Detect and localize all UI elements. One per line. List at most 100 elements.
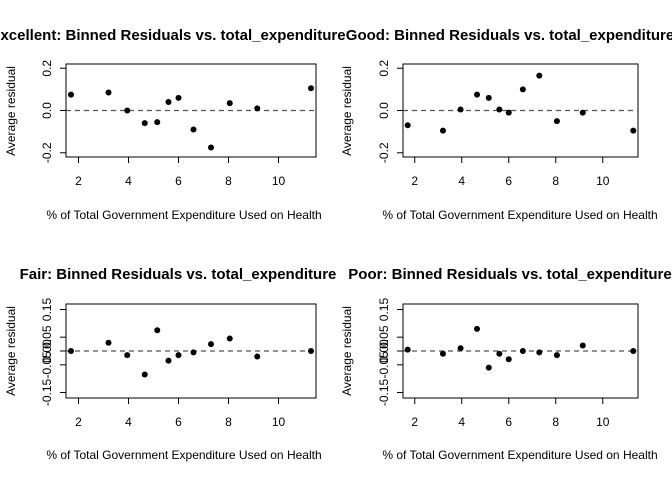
y-axis-label: Average residual (4, 66, 18, 156)
data-point (68, 91, 74, 98)
data-point (505, 356, 512, 363)
x-tick-label: 4 (458, 415, 465, 429)
x-tick-label: 6 (505, 174, 512, 188)
y-axis-label: Average residual (340, 66, 354, 156)
x-axis-label: % of Total Government Expenditure Used o… (382, 208, 657, 222)
x-tick-label: 4 (125, 174, 132, 188)
x-tick-label: 10 (272, 415, 286, 429)
x-tick-label: 10 (596, 415, 610, 429)
x-tick-label: 6 (175, 174, 182, 188)
data-point (485, 94, 492, 101)
data-point (457, 345, 464, 352)
chart-title: Good: Binned Residuals vs. total_expendi… (346, 27, 672, 44)
y-tick-label: 0.00 (377, 339, 391, 363)
data-point (579, 109, 586, 116)
y-tick-label: -0.05 (40, 351, 54, 379)
data-point (630, 127, 637, 134)
data-point (496, 350, 503, 357)
panel-2: Good: Binned Residuals vs. total_expendi… (340, 27, 672, 222)
y-tick-label: 0.2 (377, 60, 391, 77)
y-axis-label: Average residual (4, 306, 18, 396)
x-tick-label: 10 (596, 174, 610, 188)
data-point (208, 341, 214, 348)
y-tick-label: 0.0 (40, 102, 54, 119)
x-axis-label: % of Total Government Expenditure Used o… (46, 208, 321, 222)
data-point (254, 353, 261, 360)
panel-4: Poor: Binned Residuals vs. total_expendi… (340, 266, 672, 462)
data-point (474, 325, 481, 332)
data-point (141, 120, 148, 127)
x-tick-label: 8 (225, 174, 232, 188)
panel-1: Excellent: Binned Residuals vs. total_ex… (0, 27, 346, 222)
chart-title: Poor: Binned Residuals vs. total_expendi… (348, 266, 671, 283)
data-point (68, 348, 74, 354)
data-point (308, 85, 314, 92)
data-point (190, 126, 197, 133)
x-axis-label: % of Total Government Expenditure Used o… (382, 448, 657, 462)
x-tick-label: 6 (175, 415, 182, 429)
data-point (457, 106, 464, 113)
data-point (165, 357, 172, 364)
data-point (154, 327, 161, 334)
x-tick-label: 2 (411, 415, 418, 429)
data-point (165, 99, 172, 106)
data-point (553, 352, 560, 359)
data-point (404, 122, 411, 129)
data-point (630, 348, 637, 354)
data-point (190, 349, 197, 356)
data-point (404, 346, 411, 353)
x-tick-label: 2 (75, 174, 82, 188)
x-tick-label: 6 (505, 415, 512, 429)
data-point (105, 339, 112, 346)
data-point (124, 107, 131, 114)
data-point (553, 118, 560, 125)
data-point (474, 91, 481, 98)
chart-title: Excellent: Binned Residuals vs. total_ex… (0, 27, 346, 44)
y-tick-label: 0.05 (377, 325, 391, 349)
data-point (439, 127, 446, 134)
x-tick-label: 8 (225, 415, 232, 429)
data-point (519, 348, 526, 354)
x-tick-label: 4 (125, 415, 132, 429)
data-point (519, 86, 526, 93)
y-tick-label: 0.2 (40, 60, 54, 77)
y-tick-label: -0.15 (377, 378, 391, 406)
data-point (154, 119, 161, 126)
data-point (308, 348, 314, 354)
x-tick-label: 10 (272, 174, 286, 188)
panel-3: Fair: Binned Residuals vs. total_expendi… (4, 266, 336, 462)
y-tick-label: 0.05 (40, 325, 54, 349)
data-point (536, 349, 543, 356)
x-tick-label: 8 (552, 174, 559, 188)
data-point (226, 335, 233, 342)
y-tick-label: 0.0 (377, 102, 391, 119)
data-point (536, 72, 543, 79)
data-point (505, 109, 512, 116)
y-tick-label: -0.15 (40, 378, 54, 406)
x-tick-label: 8 (552, 415, 559, 429)
x-axis-label: % of Total Government Expenditure Used o… (46, 448, 321, 462)
x-tick-label: 2 (411, 174, 418, 188)
data-point (496, 106, 503, 113)
data-point (439, 350, 446, 357)
data-point (254, 105, 261, 112)
y-tick-label: -0.2 (377, 142, 391, 163)
y-tick-label: 0.15 (40, 298, 54, 322)
data-point (175, 352, 182, 359)
data-point (105, 89, 112, 96)
data-point (175, 94, 182, 101)
y-tick-label: 0.15 (377, 298, 391, 322)
y-axis-label: Average residual (340, 306, 354, 396)
data-point (124, 352, 131, 359)
x-tick-label: 2 (75, 415, 82, 429)
y-tick-label: 0.00 (40, 339, 54, 363)
data-point (579, 342, 586, 349)
chart-title: Fair: Binned Residuals vs. total_expendi… (20, 266, 337, 283)
data-point (226, 100, 233, 107)
data-point (141, 371, 148, 378)
x-tick-label: 4 (458, 174, 465, 188)
y-tick-label: -0.2 (40, 142, 54, 163)
y-tick-label: -0.05 (377, 351, 391, 379)
data-point (485, 364, 492, 371)
